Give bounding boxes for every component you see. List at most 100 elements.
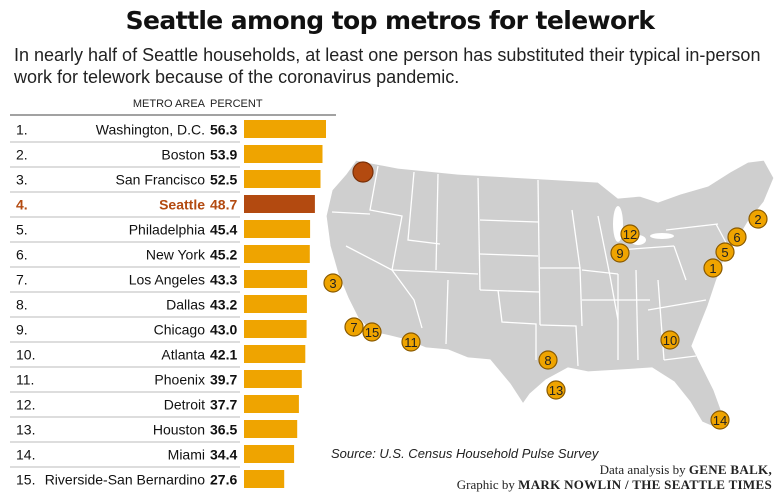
bar [244,395,299,413]
value-label: 34.4 [210,447,237,463]
metro-marker [620,224,640,244]
value-label: 53.9 [210,147,237,163]
source-note: Source: U.S. Census Household Pulse Surv… [331,446,599,461]
metro-label: Atlanta [161,347,205,363]
metro-label: Chicago [154,322,206,338]
rank-label: 12. [16,397,35,413]
metro-marker [538,350,558,370]
credit-name-1: GENE BALK, [688,462,772,477]
metro-marker-label: 5 [721,245,728,260]
rank-label: 9. [16,322,28,338]
metro-marker-label: 9 [616,246,623,261]
metro-marker-label: 15 [365,325,379,340]
metro-marker [362,322,382,342]
rank-label: 10. [16,347,35,363]
metro-marker-label: 7 [350,320,357,335]
metro-label: Detroit [164,397,205,413]
bar [244,370,302,388]
metro-label: Phoenix [154,372,205,388]
bar [244,220,311,238]
metro-label: Dallas [166,297,205,313]
value-label: 42.1 [210,347,237,363]
value-label: 43.2 [210,297,237,313]
metro-marker [660,330,680,350]
metro-label: Philadelphia [129,222,205,238]
metro-marker [748,209,768,229]
rank-label: 11. [16,372,34,388]
bar [244,195,315,213]
metro-marker [715,242,735,262]
metro-label: Boston [161,147,205,163]
rank-label: 13. [16,422,35,438]
value-label: 56.3 [210,122,237,138]
credit-line-1: Data analysis by GENE BALK, [600,462,772,478]
credit-prefix-1: Data analysis by [599,462,686,477]
metro-marker-label: 1 [709,261,716,276]
bar [244,270,308,288]
metro-marker [610,243,630,263]
seattle-marker [352,161,374,183]
value-label: 52.5 [210,172,237,188]
credit-line-2: Graphic by MARK NOWLIN / THE SEATTLE TIM… [457,477,772,493]
metro-marker-label: 2 [754,212,761,227]
subtitle: In nearly half of Seattle households, at… [14,45,761,87]
metro-label: Washington, D.C. [96,122,205,138]
bar [244,445,295,463]
bar [244,245,310,263]
value-label: 43.0 [210,322,237,338]
telework-bar-chart: METRO AREA PERCENT 1. Washington, D.C. 56.3 2… [10,98,336,488]
metro-marker [401,332,421,352]
rank-label: 14. [16,447,35,463]
value-label: 43.3 [210,272,237,288]
column-header-percent: PERCENT [210,98,263,110]
bar [244,170,321,188]
rank-label: 2. [16,147,28,163]
metro-marker-label: 13 [549,383,563,398]
metro-marker [727,227,747,247]
rank-label: 1. [16,122,28,138]
value-label: 45.4 [210,222,237,238]
metro-label: Riverside-San Bernardino [45,472,206,488]
page-title: Seattle among top metros for telework [125,6,655,35]
metro-marker-label: 10 [663,333,677,348]
rank-label: 8. [16,297,28,313]
metro-marker-label: 14 [713,413,727,428]
metro-label: New York [146,247,206,263]
rank-label: 3. [16,172,28,188]
value-label: 45.2 [210,247,237,263]
value-label: 27.6 [210,472,237,488]
credit-prefix-2: Graphic by [456,477,515,492]
metro-label: Los Angeles [129,272,205,288]
metro-marker-label: 3 [329,276,336,291]
rank-label: 5. [16,222,28,238]
rank-label: 15. [16,472,35,488]
rank-label: 6. [16,247,28,263]
bar [244,470,285,488]
metro-marker [344,317,364,337]
metro-marker-label: 12 [623,227,637,242]
metro-label: Seattle [159,197,205,213]
value-label: 48.7 [210,197,237,213]
bar [244,145,323,163]
metro-marker [710,410,730,430]
metro-label: San Francisco [116,172,206,188]
bar [244,120,326,138]
value-label: 39.7 [210,372,237,388]
rank-label: 4. [16,197,28,213]
bar [244,420,298,438]
value-label: 37.7 [210,397,237,413]
metro-marker-label: 6 [733,230,740,245]
metro-marker-label: 8 [544,353,551,368]
value-label: 36.5 [210,422,237,438]
credit-name-2: MARK NOWLIN / THE SEATTLE TIMES [518,477,772,492]
metro-marker-label: 11 [404,335,418,350]
metro-label: Houston [153,422,205,438]
bar [244,295,307,313]
metro-marker [323,273,343,293]
bar [244,345,306,363]
metro-marker [703,258,723,278]
rank-label: 7. [16,272,28,288]
metro-marker [546,380,566,400]
